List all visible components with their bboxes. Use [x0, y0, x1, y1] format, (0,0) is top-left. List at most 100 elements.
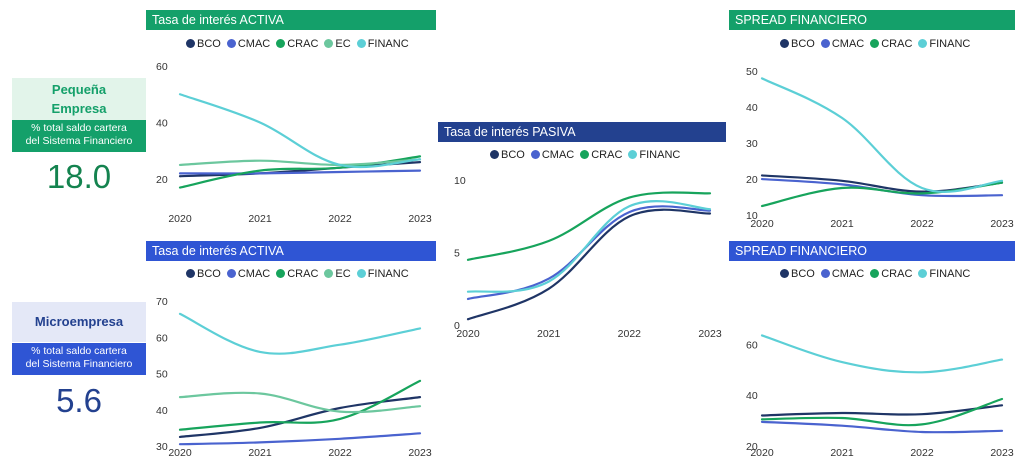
legend-dot [918, 269, 928, 278]
legend-label: FINANC [929, 38, 971, 50]
chart-header-activa-pequena: Tasa de interés ACTIVA [146, 10, 436, 30]
y-tick-label: 5 [454, 248, 460, 260]
y-tick-label: 40 [746, 102, 758, 114]
x-tick-label: 2020 [168, 213, 192, 225]
legend-label: CRAC [591, 149, 623, 161]
x-tick-label: 2022 [618, 328, 642, 340]
y-tick-label: 40 [746, 390, 758, 402]
legend-dot [628, 150, 638, 159]
segment-title-micro: Microempresa [12, 302, 146, 342]
y-tick-label: 50 [156, 369, 168, 381]
x-tick-label: 2023 [408, 447, 432, 459]
y-tick-label: 0 [454, 320, 460, 332]
segment-title-pequena: Pequeña Empresa [12, 78, 146, 120]
y-tick-label: 60 [156, 61, 168, 73]
legend: BCO CMAC CRAC FINANC [780, 268, 976, 280]
legend-item-crac: CRAC [276, 38, 318, 50]
x-tick-label: 2020 [168, 447, 192, 459]
x-tick-label: 2021 [830, 218, 854, 230]
legend-item-cmac: CMAC [226, 268, 270, 280]
legend-label: CMAC [831, 38, 865, 50]
series-line-crac [466, 191, 712, 261]
x-tick-label: 2023 [698, 328, 722, 340]
legend-item-financ: FINANC [356, 268, 409, 280]
series-line-bco [466, 208, 712, 321]
legend-label: BCO [501, 149, 525, 161]
legend-item-financ: FINANC [918, 268, 970, 280]
y-tick-label: 40 [156, 118, 168, 130]
legend-item-bco: BCO [780, 268, 815, 280]
y-tick-label: 20 [156, 174, 168, 186]
y-tick-label: 30 [746, 138, 758, 150]
legend-label: CMAC [831, 268, 865, 280]
series-line-crac [178, 379, 422, 431]
legend: BCO CMAC CRAC FINANC [780, 38, 976, 50]
legend-dot [276, 269, 286, 278]
y-tick-label: 20 [746, 441, 758, 453]
legend-dot [780, 269, 789, 278]
series-line-cmac [178, 432, 422, 446]
y-tick-label: 30 [156, 441, 168, 453]
y-tick-label: 60 [156, 332, 168, 344]
series-line-ec [178, 158, 422, 167]
legend-item-cmac: CMAC [820, 268, 865, 280]
series-line-financ [466, 200, 712, 293]
legend-dot [186, 269, 195, 278]
legend-item-ec: EC [324, 268, 351, 280]
y-tick-label: 50 [746, 66, 758, 78]
legend-label: CMAC [237, 38, 271, 50]
legend-label: FINANC [639, 149, 681, 161]
legend-label: CRAC [287, 38, 319, 50]
y-tick-label: 10 [454, 175, 466, 187]
legend-dot [276, 39, 286, 48]
legend-label: BCO [197, 38, 221, 50]
legend-dot [530, 150, 540, 159]
series-line-bco [760, 404, 1004, 417]
segment-subtitle-micro: % total saldo cartera del Sistema Financ… [12, 343, 146, 375]
x-tick-label: 2022 [910, 218, 934, 230]
legend-label: CRAC [287, 268, 319, 280]
series-line-financ [760, 77, 1004, 193]
series-line-cmac [760, 420, 1004, 434]
segment-value-pequena: 18.0 [46, 158, 112, 195]
chart-header-activa-micro: Tasa de interés ACTIVA [146, 241, 436, 261]
legend-dot [918, 39, 928, 48]
legend-item-crac: CRAC [870, 38, 912, 50]
legend-label: BCO [197, 268, 221, 280]
x-tick-label: 2022 [328, 447, 352, 459]
x-tick-label: 2021 [830, 447, 854, 459]
x-tick-label: 2023 [990, 447, 1014, 459]
legend: BCO CMAC CRAC EC FINANC [186, 268, 415, 280]
x-tick-label: 2022 [328, 213, 352, 225]
legend-dot [226, 269, 236, 278]
legend-label: EC [335, 268, 351, 280]
chart-header-spread-pequena: SPREAD FINANCIERO [729, 10, 1015, 30]
y-tick-label: 20 [746, 174, 758, 186]
series-line-ec [178, 391, 422, 414]
legend-dot [356, 269, 366, 278]
legend-item-bco: BCO [186, 38, 221, 50]
chart-header-pasiva: Tasa de interés PASIVA [438, 122, 726, 142]
x-tick-label: 2021 [248, 447, 272, 459]
legend-item-cmac: CMAC [530, 149, 574, 161]
series-line-financ [760, 334, 1004, 374]
legend-item-financ: FINANC [918, 38, 970, 50]
legend-dot [186, 39, 195, 48]
legend-label: BCO [791, 38, 815, 50]
legend-label: EC [335, 38, 351, 50]
legend-item-financ: FINANC [628, 149, 680, 161]
legend-dot [870, 39, 880, 48]
legend-label: CRAC [881, 268, 913, 280]
y-tick-label: 60 [746, 339, 758, 351]
legend-item-crac: CRAC [276, 268, 318, 280]
legend-dot [820, 269, 830, 278]
series-line-crac [760, 397, 1004, 427]
legend-label: FINANC [367, 268, 409, 280]
legend: BCO CMAC CRAC EC FINANC [186, 38, 415, 50]
legend-item-crac: CRAC [870, 268, 912, 280]
legend-label: FINANC [929, 268, 971, 280]
legend-item-financ: FINANC [356, 38, 409, 50]
legend-item-cmac: CMAC [820, 38, 865, 50]
legend-dot [820, 39, 830, 48]
